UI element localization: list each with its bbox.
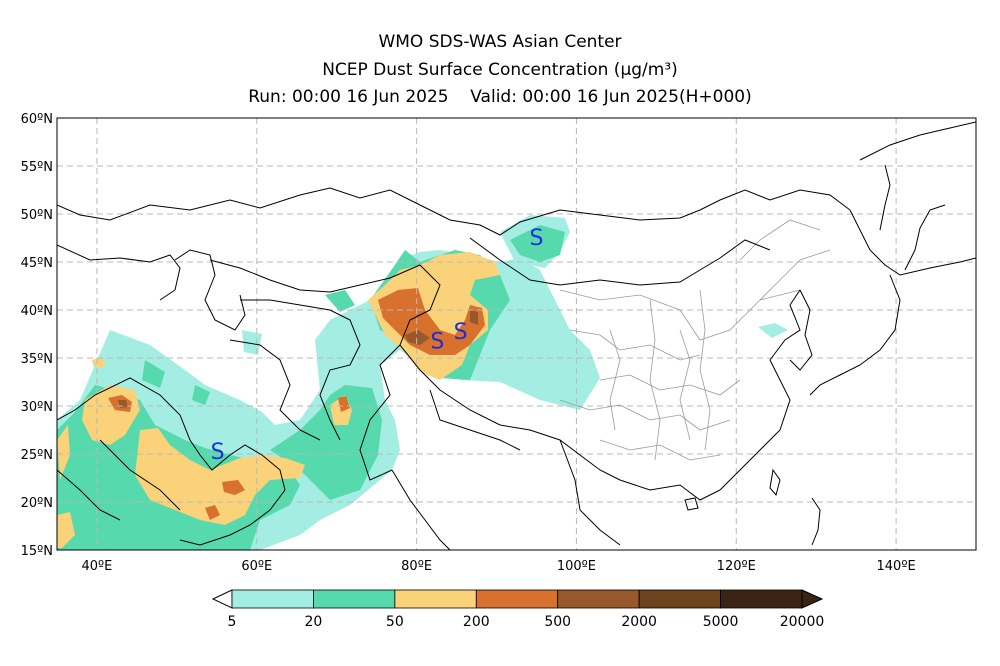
map-frame [56, 117, 977, 551]
lon-tick-label: 60ºE [241, 559, 272, 574]
boundary-lines [57, 121, 976, 550]
dust-level-500-area [118, 310, 478, 408]
title-center-name: WMO SDS-WAS Asian Center [378, 32, 622, 52]
lat-tick-label: 50ºN [21, 208, 53, 223]
lon-tick-label: 40ºE [82, 559, 113, 574]
latitude-tick-labels: 60ºN 55ºN 50ºN 45ºN 40ºN 35ºN 30ºN 25ºN 20ºN 15ºN [21, 112, 53, 559]
colorbar [211, 589, 824, 609]
colorbar-box [313, 589, 396, 609]
longitude-gridlines [96, 118, 897, 550]
lon-tick-label: 120ºE [717, 559, 756, 574]
dust-source-marker: S [430, 330, 444, 355]
dust-source-marker: S [211, 440, 225, 465]
lat-tick-label: 35ºN [21, 352, 53, 367]
colorbar-box [394, 589, 477, 609]
colorbar-upper-arrow [801, 589, 824, 609]
lat-tick-label: 55ºN [21, 160, 53, 175]
colorbar-box [231, 589, 314, 609]
colorbar-box [557, 589, 640, 609]
title-product-name: NCEP Dust Surface Concentration (μg/m³) [322, 60, 678, 80]
colorbar-label: 20000 [779, 614, 825, 630]
colorbar-box [720, 589, 803, 609]
colorbar-box [638, 589, 721, 609]
colorbar-lower-arrow [211, 589, 233, 609]
dust-concentration-field [57, 215, 788, 550]
dust-source-marker: S [529, 226, 543, 251]
lat-tick-label: 40ºN [21, 304, 53, 319]
dust-level-200-area [108, 288, 485, 520]
title-run-valid-time: Run: 00:00 16 Jun 2025 Valid: 00:00 16 J… [248, 87, 752, 107]
dust-source-markers: SS SS [211, 226, 544, 465]
lat-tick-label: 25ºN [21, 448, 53, 463]
colorbar-label: 200 [462, 614, 490, 630]
colorbar-boxes [231, 589, 803, 609]
lat-tick-label: 30ºN [21, 400, 53, 415]
longitude-tick-labels: 40ºE 60ºE 80ºE 100ºE 120ºE 140ºE [82, 559, 916, 574]
colorbar-label: 5 [227, 614, 237, 630]
dust-source-marker: S [454, 320, 468, 345]
lon-tick-label: 140ºE [877, 559, 916, 574]
lat-tick-label: 45ºN [21, 256, 53, 271]
colorbar-label: 2000 [621, 614, 657, 630]
colorbar-box [475, 589, 559, 609]
province-boundaries [559, 219, 831, 461]
lat-tick-label: 60ºN [21, 112, 53, 127]
colorbar-label: 20 [304, 614, 323, 630]
lat-tick-label: 15ºN [21, 544, 53, 559]
colorbar-label: 5000 [702, 614, 739, 630]
lat-tick-label: 20ºN [21, 496, 53, 511]
colorbar-label: 500 [544, 614, 572, 630]
colorbar-label: 50 [385, 614, 404, 630]
lon-tick-label: 100ºE [557, 559, 596, 574]
lon-tick-label: 80ºE [401, 559, 432, 574]
country-boundaries [57, 121, 976, 550]
